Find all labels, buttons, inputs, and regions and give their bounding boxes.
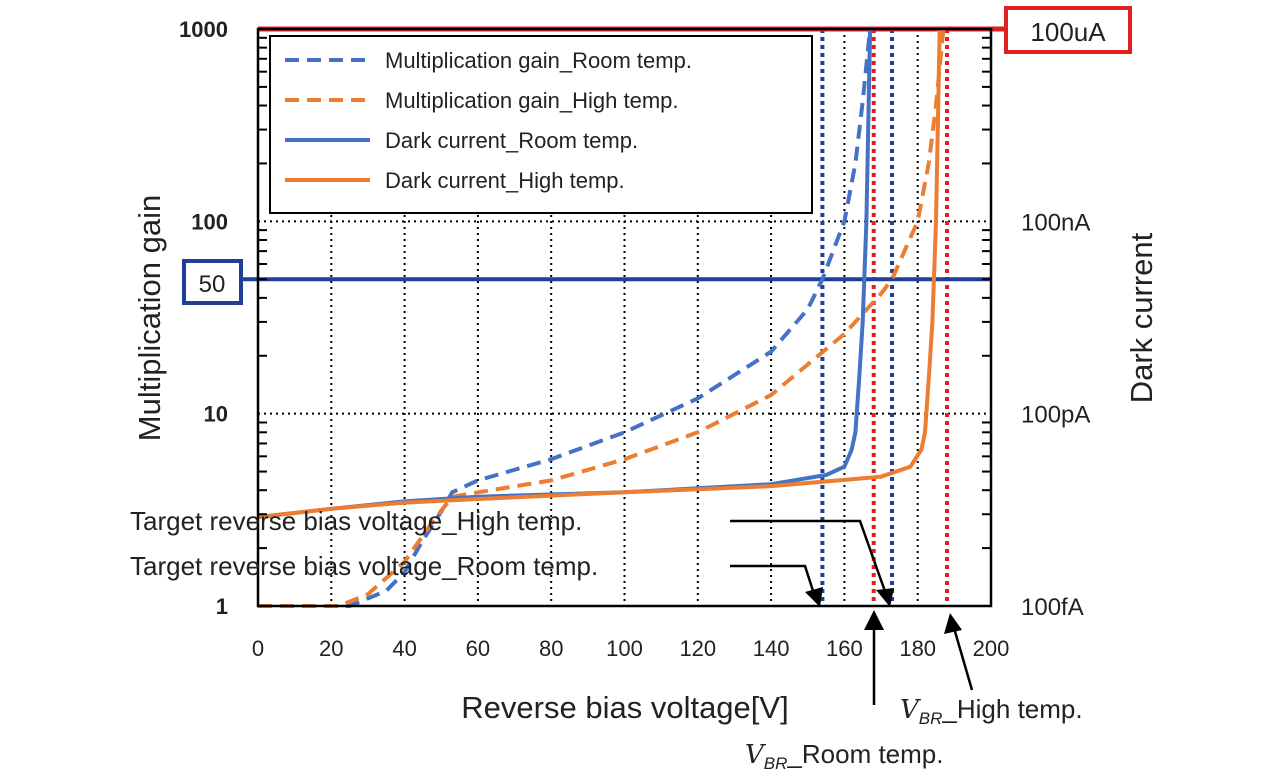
series-line [258,28,946,608]
vbr-room-text: _Room temp. [786,739,943,769]
v-symbol: V [745,740,766,770]
x-tick-label: 100 [606,636,643,661]
x-tick-label: 160 [826,636,863,661]
y2-tick-label: 100fA [1021,594,1084,621]
legend-label: Dark current_High temp. [385,168,625,193]
gain-50-label: 50 [199,271,226,298]
annotations [730,519,974,705]
annotation-vbr-high: VBR_High temp. [900,694,1083,728]
y2-tick-label: 100pA [1021,402,1090,429]
y2-axis-label: Dark current [1124,232,1159,403]
y2-tick-label: 100nA [1021,209,1090,236]
y-axis-label: Multiplication gain [132,195,167,441]
ticks [258,36,991,550]
subscript: BR [764,754,788,773]
v-symbol: V [900,695,921,725]
y-tick-label: 10 [204,402,228,427]
y-tick-label: 100 [191,209,228,234]
x-tick-label: 200 [973,636,1010,661]
series-group [257,28,946,608]
legend: Multiplication gain_Room temp. Multiplica… [269,35,813,214]
x-tick-label: 80 [539,636,563,661]
current-limit-label: 100uA [1030,17,1106,47]
annotation-target-room: Target reverse bias voltage_Room temp. [130,551,598,581]
annotation-vbr-room: VBR_Room temp. [745,739,943,773]
x-tick-label: 180 [899,636,936,661]
tick-labels: 0 20 40 60 80 100 120 140 160 180 200 1 100fA 10 100pA… [179,17,1090,661]
x-tick-label: 40 [392,636,416,661]
legend-label: Dark current_Room temp. [385,128,638,153]
gain-50-box [182,259,243,305]
x-tick-label: 120 [679,636,716,661]
subscript: BR [919,709,943,728]
y-tick-label: 1 [216,594,228,619]
x-tick-label: 20 [319,636,343,661]
arrowheads [805,587,962,634]
series-line [257,28,942,520]
legend-label: Multiplication gain_Room temp. [385,48,692,73]
plot-frame [256,27,993,608]
legend-label: Multiplication gain_High temp. [385,88,679,113]
current-limit-box [1004,6,1132,54]
vbr-high-text: _High temp. [941,694,1082,724]
x-tick-label: 0 [252,636,264,661]
annotation-target-high: Target reverse bias voltage_High temp. [130,506,582,536]
x-tick-label: 140 [753,636,790,661]
x-axis-label: Reverse bias voltage[V] [461,690,788,725]
x-tick-label: 60 [466,636,490,661]
y-tick-label: 1000 [179,17,228,42]
